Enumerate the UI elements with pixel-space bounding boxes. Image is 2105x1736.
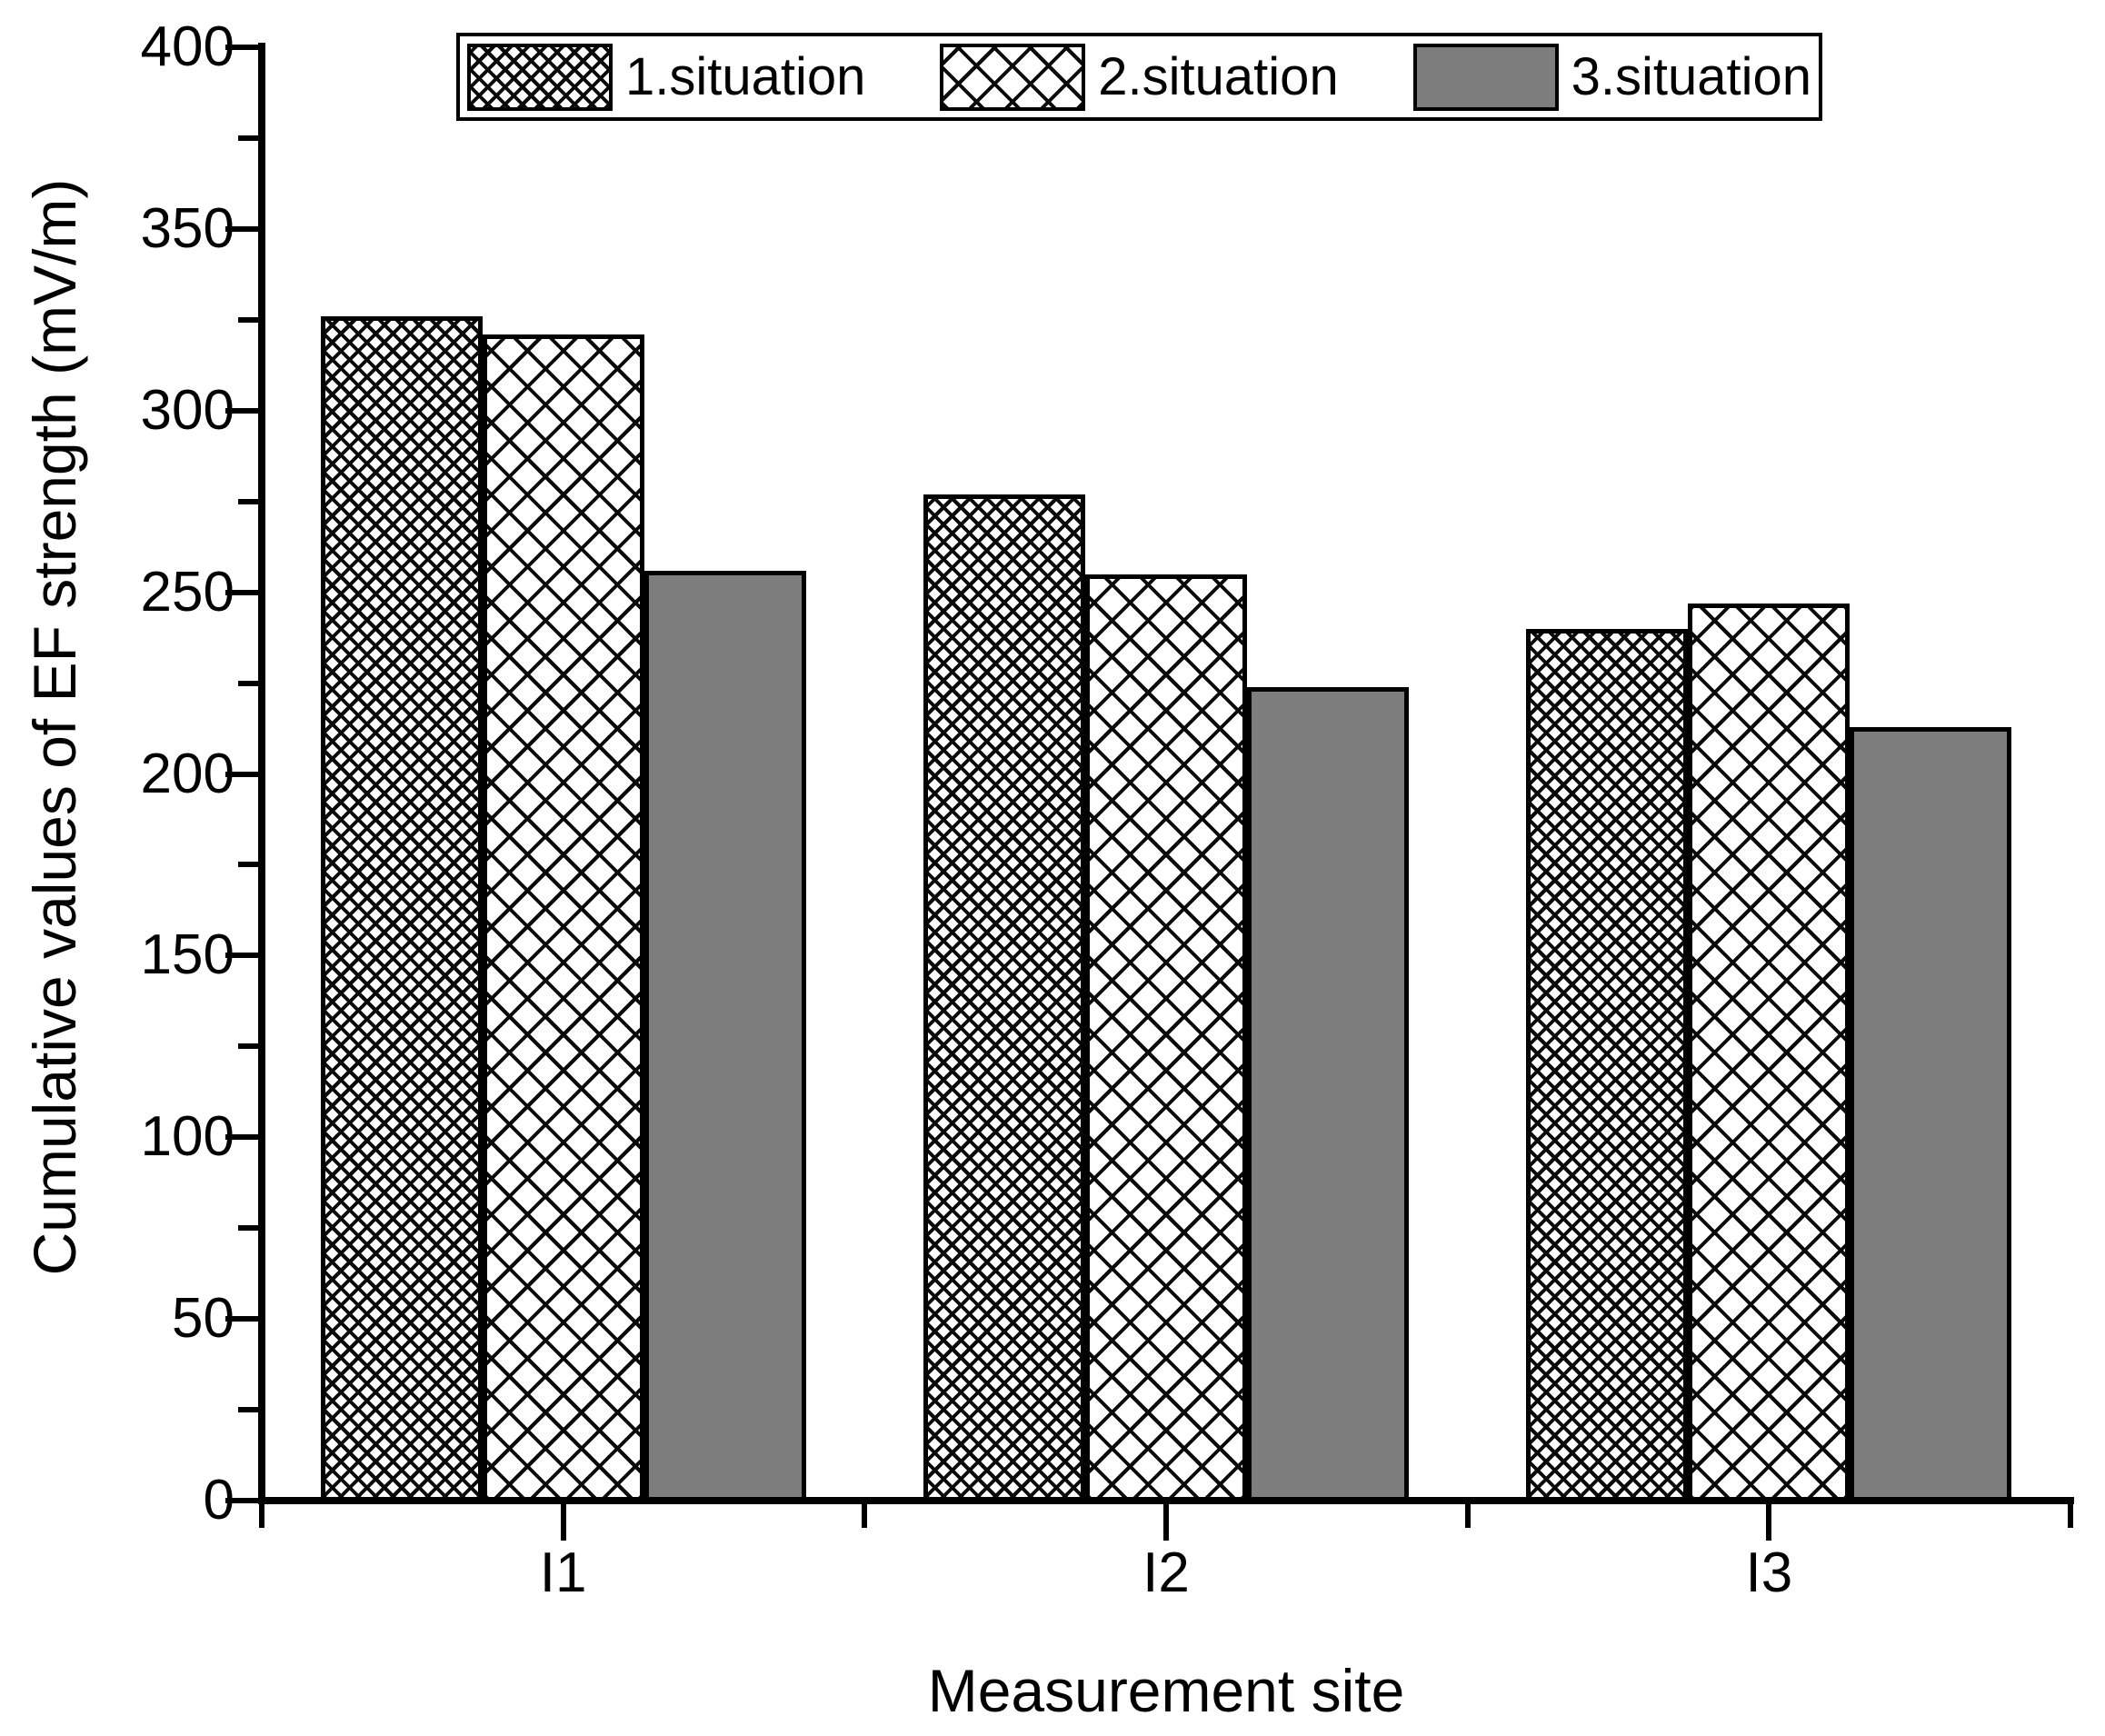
x-minor-tick	[1464, 1504, 1471, 1528]
bar-I1-3.situation	[643, 570, 806, 1501]
y-minor-tick	[238, 680, 258, 686]
y-major-tick	[225, 1134, 258, 1141]
y-major-tick	[225, 225, 258, 232]
y-minor-tick	[238, 498, 258, 504]
y-major-tick	[225, 1498, 258, 1503]
bar-I1-1.situation	[320, 315, 483, 1501]
bar-I2-2.situation	[1085, 574, 1247, 1501]
y-axis-line	[258, 43, 265, 1504]
y-minor-tick	[238, 316, 258, 323]
x-axis-title: Measurement site	[927, 1657, 1405, 1724]
legend-item-1.situation: 1.situation	[467, 43, 866, 111]
y-tick-label: 100	[140, 1105, 234, 1169]
y-tick-label: 350	[140, 196, 234, 260]
y-minor-tick	[238, 135, 258, 141]
y-minor-tick	[238, 1407, 258, 1413]
bar-I3-3.situation	[1850, 726, 2012, 1501]
bar-I2-3.situation	[1247, 686, 1409, 1501]
y-tick-label: 400	[140, 15, 234, 78]
y-tick-label: 50	[172, 1287, 234, 1351]
y-major-tick	[225, 1316, 258, 1322]
y-major-tick	[225, 771, 258, 777]
legend-label: 1.situation	[625, 46, 866, 106]
legend-item-3.situation: 3.situation	[1412, 43, 1811, 111]
y-minor-tick	[238, 862, 258, 868]
y-tick-label: 0	[203, 1469, 234, 1531]
y-minor-tick	[238, 1225, 258, 1232]
x-minor-tick	[862, 1504, 868, 1528]
legend-swatch-solid-gray	[1412, 43, 1559, 111]
x-minor-tick	[2068, 1504, 2073, 1528]
x-major-tick	[560, 1504, 566, 1541]
legend: 1.situation 2.situation 3.situation	[456, 33, 1822, 121]
legend-label: 3.situation	[1571, 46, 1811, 106]
x-minor-tick	[259, 1504, 264, 1528]
legend-item-2.situation: 2.situation	[940, 43, 1339, 111]
y-minor-tick	[238, 1043, 258, 1050]
bar-I2-1.situation	[923, 494, 1085, 1501]
bar-I1-2.situation	[482, 334, 644, 1501]
x-tick-label: I2	[1142, 1541, 1190, 1604]
legend-label: 2.situation	[1098, 46, 1339, 106]
y-tick-label: 250	[140, 560, 234, 624]
bar-I3-2.situation	[1688, 603, 1851, 1501]
y-tick-label: 200	[140, 742, 234, 805]
legend-swatch-wide-crosshatch	[940, 43, 1086, 111]
y-tick-label: 300	[140, 378, 234, 442]
y-major-tick	[225, 953, 258, 959]
x-major-tick	[1163, 1504, 1169, 1541]
bar-I3-1.situation	[1526, 628, 1689, 1501]
legend-swatch-dense-crosshatch	[467, 43, 613, 111]
y-tick-label: 150	[140, 923, 234, 987]
x-axis-line	[258, 1497, 2074, 1504]
x-tick-label: I1	[539, 1541, 587, 1604]
y-major-tick	[225, 45, 258, 50]
y-major-tick	[225, 407, 258, 414]
y-major-tick	[225, 589, 258, 595]
x-major-tick	[1766, 1504, 1772, 1541]
x-tick-label: I3	[1745, 1541, 1793, 1604]
